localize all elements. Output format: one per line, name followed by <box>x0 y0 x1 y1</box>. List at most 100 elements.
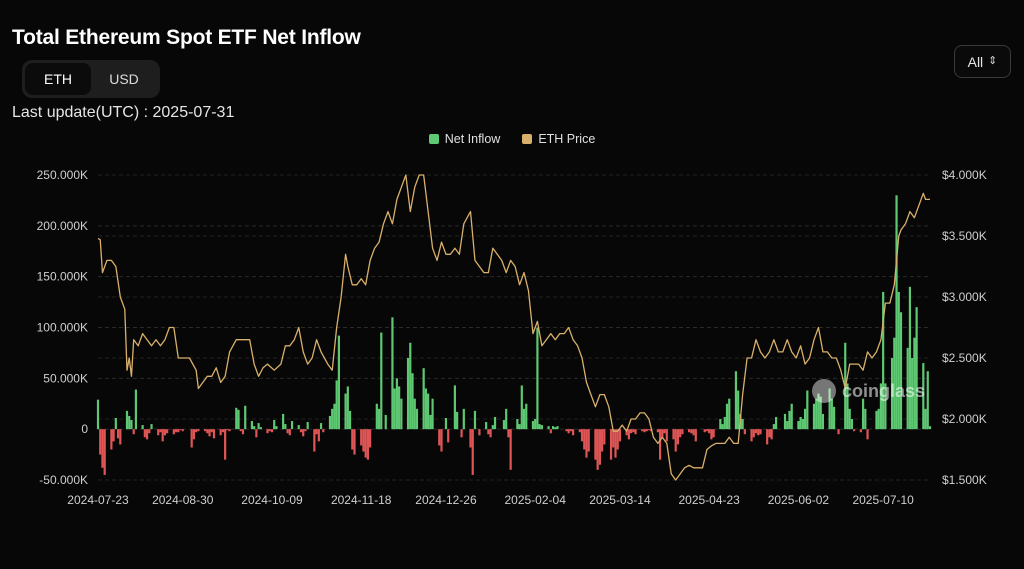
range-select[interactable]: All ⇕ <box>954 45 1011 78</box>
net-inflow-bar <box>663 429 666 434</box>
net-inflow-bar <box>195 429 198 433</box>
net-inflow-bar <box>688 429 691 433</box>
net-inflow-bar <box>337 335 340 430</box>
net-inflow-bar <box>96 399 100 430</box>
net-inflow-bar <box>250 421 254 430</box>
net-inflow-bar <box>424 388 427 430</box>
net-inflow-bar <box>145 429 149 440</box>
net-inflow-bar <box>125 410 129 430</box>
net-inflow-bar <box>797 421 800 430</box>
net-inflow-bar <box>132 429 135 435</box>
net-inflow-bar <box>141 425 144 430</box>
net-inflow-bar <box>815 398 818 430</box>
net-inflow-bar <box>270 429 274 433</box>
net-inflow-bar <box>598 429 601 465</box>
net-inflow-bar <box>750 429 753 442</box>
net-inflow-bar <box>253 426 256 430</box>
net-inflow-bar <box>297 425 300 430</box>
net-inflow-bar <box>672 429 675 440</box>
net-inflow-bar <box>828 388 831 430</box>
net-inflow-bar <box>306 422 309 430</box>
legend-item-eth-price[interactable]: ETH Price <box>522 132 595 146</box>
legend: Net Inflow ETH Price <box>0 132 1024 146</box>
net-inflow-bar <box>344 393 347 430</box>
net-inflow-bar <box>502 420 506 430</box>
net-inflow-bar <box>110 429 113 450</box>
toggle-eth-button[interactable]: ETH <box>25 63 91 95</box>
net-inflow-bar <box>172 429 175 435</box>
net-inflow-bar <box>630 429 633 434</box>
net-inflow-bar <box>313 429 316 452</box>
net-inflow-bar <box>708 429 711 434</box>
net-inflow-bar <box>103 429 106 475</box>
net-inflow-bar <box>609 429 613 460</box>
net-inflow-bar <box>583 429 586 450</box>
net-inflow-bar <box>853 429 856 432</box>
right-axis: $4.000K $3.500K $3.000K $2.500K $2.000K $1.50… <box>942 168 987 487</box>
net-inflow-bar <box>665 429 668 442</box>
net-inflow-bar <box>531 421 535 430</box>
net-inflow-bar <box>922 363 925 430</box>
net-inflow-bar <box>866 429 869 440</box>
net-inflow-bar <box>210 429 213 433</box>
coinglass-logo-icon <box>812 379 836 403</box>
net-inflow-bar <box>906 347 909 430</box>
net-inflow-bar <box>190 429 193 448</box>
net-inflow-bar <box>618 429 622 442</box>
toggle-usd-button[interactable]: USD <box>109 71 139 87</box>
net-inflow-bar <box>192 429 196 440</box>
net-inflow-bar <box>759 429 762 435</box>
net-inflow-bar <box>299 429 303 433</box>
net-inflow-bar <box>565 429 568 432</box>
net-inflow-bar <box>181 429 184 432</box>
net-inflow-bar <box>516 419 519 430</box>
net-inflow-bar <box>507 429 510 438</box>
net-inflow-bar <box>391 317 394 430</box>
net-inflow-bar <box>235 407 238 430</box>
net-inflow-bar <box>641 429 644 432</box>
range-select-value: All <box>967 53 984 70</box>
net-inflow-bar <box>431 398 434 430</box>
net-inflow-bar <box>427 393 430 430</box>
net-inflow-bar <box>473 410 477 430</box>
net-inflow-bar <box>741 419 744 430</box>
net-inflow-bar <box>534 419 537 430</box>
net-inflow-bar <box>259 427 262 430</box>
y-right-tick-label: $3.500K <box>942 229 987 243</box>
net-inflow-bar <box>360 429 363 446</box>
net-inflow-bar <box>848 408 851 430</box>
net-inflow-bar <box>319 423 323 430</box>
net-inflow-bar <box>505 408 508 430</box>
net-inflow-bar <box>587 429 590 452</box>
net-inflow-bar <box>908 286 912 430</box>
net-inflow-bar <box>601 429 604 452</box>
net-inflow-bar <box>846 383 849 430</box>
net-inflow-bar <box>134 389 138 430</box>
net-inflow-bar <box>384 414 387 430</box>
net-inflow-bar <box>478 429 481 436</box>
net-inflow-bar <box>206 429 209 434</box>
net-inflow-bar <box>335 380 338 430</box>
net-inflow-bar <box>114 417 117 430</box>
net-inflow-bar <box>284 424 287 430</box>
net-inflow-bar <box>317 429 320 442</box>
net-inflow-bar <box>290 421 294 430</box>
legend-swatch-eth-price <box>522 134 533 144</box>
net-inflow-bar <box>540 425 543 430</box>
net-inflow-bar <box>647 429 651 431</box>
net-inflow-bar <box>130 420 133 430</box>
net-inflow-bar <box>444 417 448 430</box>
net-inflow-bar <box>721 424 724 430</box>
net-inflow-bar <box>705 429 709 432</box>
legend-item-net-inflow[interactable]: Net Inflow <box>428 132 500 146</box>
y-left-tick-label: 250.000K <box>37 168 88 182</box>
net-inflow-bar <box>911 358 914 430</box>
net-inflow-bar <box>241 429 245 435</box>
net-inflow-bar <box>614 429 617 458</box>
y-left-tick-label: 50.000K <box>43 371 88 385</box>
y-left-tick-label: -50.000K <box>39 473 88 487</box>
net-inflow-bar <box>112 429 115 442</box>
net-inflow-bar <box>348 410 352 430</box>
net-inflow-bar <box>864 408 867 430</box>
net-inflow-bar <box>322 429 325 433</box>
